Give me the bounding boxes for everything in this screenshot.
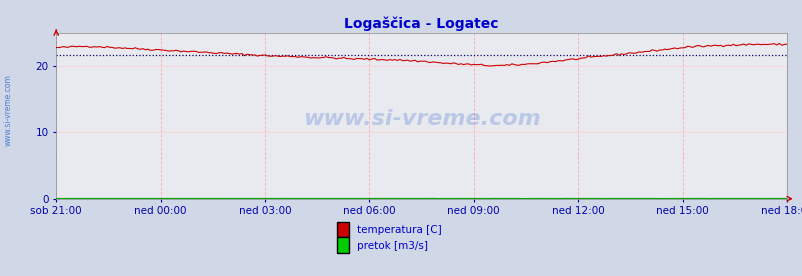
- Text: pretok [m3/s]: pretok [m3/s]: [357, 241, 427, 251]
- Text: www.si-vreme.com: www.si-vreme.com: [4, 75, 13, 146]
- Text: temperatura [C]: temperatura [C]: [357, 225, 442, 235]
- Text: www.si-vreme.com: www.si-vreme.com: [302, 109, 540, 129]
- Title: Logaščica - Logatec: Logaščica - Logatec: [344, 16, 498, 31]
